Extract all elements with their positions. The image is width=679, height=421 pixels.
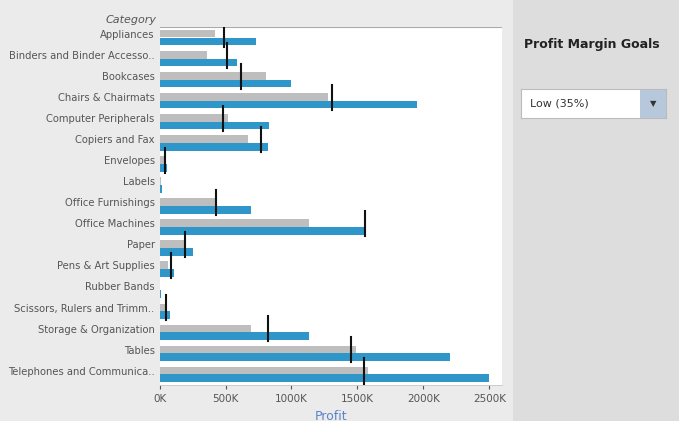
Bar (160, 30, 215, 37)
Bar (160, 304, 166, 311)
Text: Category: Category (105, 15, 156, 25)
Bar (160, 325, 251, 332)
Bar (160, 227, 364, 234)
X-axis label: Profit: Profit (314, 410, 348, 421)
Bar (640, 89, 666, 118)
Bar (160, 37, 256, 45)
Bar (160, 177, 161, 185)
Bar (160, 248, 193, 256)
Bar (160, 164, 167, 171)
Bar (160, 80, 291, 87)
Bar (160, 198, 215, 206)
Bar (160, 135, 248, 143)
Bar (160, 59, 238, 66)
Bar (160, 185, 162, 192)
Bar (160, 156, 164, 164)
Bar (160, 269, 174, 277)
Text: Profit Margin Goals: Profit Margin Goals (524, 38, 660, 51)
Bar (160, 367, 368, 374)
Bar (160, 332, 308, 340)
Text: Low (35%): Low (35%) (530, 99, 589, 109)
Bar (160, 206, 251, 213)
Bar (160, 353, 449, 361)
Bar (160, 290, 161, 298)
Bar (160, 93, 329, 101)
Bar (160, 143, 268, 150)
Bar (160, 72, 266, 80)
Bar (160, 261, 168, 269)
Bar (160, 51, 207, 59)
Bar (160, 346, 356, 353)
Bar (160, 240, 184, 248)
Bar (160, 101, 417, 108)
Bar (160, 114, 228, 122)
Bar (160, 375, 490, 382)
Bar (160, 311, 170, 319)
Bar (160, 122, 269, 130)
Bar (160, 219, 308, 227)
Text: ▼: ▼ (650, 99, 657, 108)
